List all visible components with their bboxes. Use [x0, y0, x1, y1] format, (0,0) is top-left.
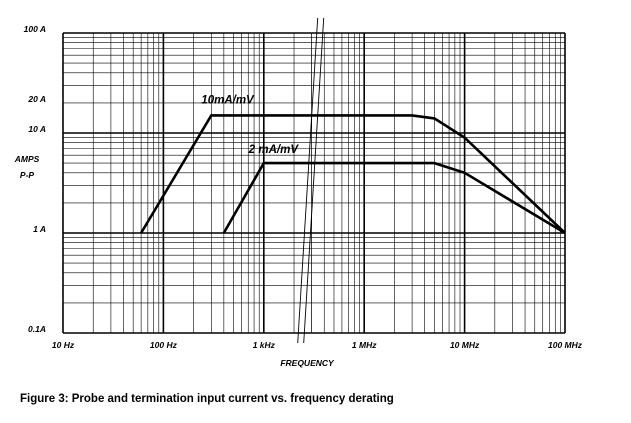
x-tick-label: 100 MHz	[548, 340, 583, 350]
y-tick-label: 20 A	[27, 94, 46, 104]
axis-break-mark	[297, 17, 319, 344]
x-tick-label: 1 kHz	[253, 340, 276, 350]
series-line-2	[222, 161, 312, 234]
x-tick-label: 10 Hz	[52, 340, 75, 350]
y-tick-label: 0.1A	[28, 324, 46, 334]
y-axis-label-line-1: AMPS	[14, 154, 40, 164]
axis-break-mark	[303, 17, 325, 344]
x-tick-label: 1 MHz	[352, 340, 377, 350]
y-tick-label: 10 A	[28, 124, 46, 134]
labels: 100 A 20 A 10 A 1 A 0.1A 10 Hz 100 Hz 1 kHz 1 MH…	[24, 24, 583, 350]
series-lines	[139, 114, 566, 235]
series-label-2: 2 mA/mV	[248, 144, 300, 156]
series-line-2	[311, 161, 566, 235]
axis-break	[297, 17, 325, 344]
series-label-1: 10mA/mV	[201, 94, 255, 106]
y-axis-label-line-2: P-P	[20, 170, 35, 180]
y-tick-label: 100 A	[24, 24, 46, 34]
x-axis-label: FREQUENCY	[280, 358, 335, 368]
series-line-1	[311, 114, 566, 234]
x-tick-label: 10 MHz	[450, 340, 480, 350]
grid	[62, 32, 566, 334]
figure-caption: Figure 3: Probe and termination input cu…	[20, 393, 394, 405]
x-tick-label: 100 Hz	[150, 340, 178, 350]
series-line-1	[139, 114, 312, 234]
y-tick-label: 1 A	[33, 224, 46, 234]
